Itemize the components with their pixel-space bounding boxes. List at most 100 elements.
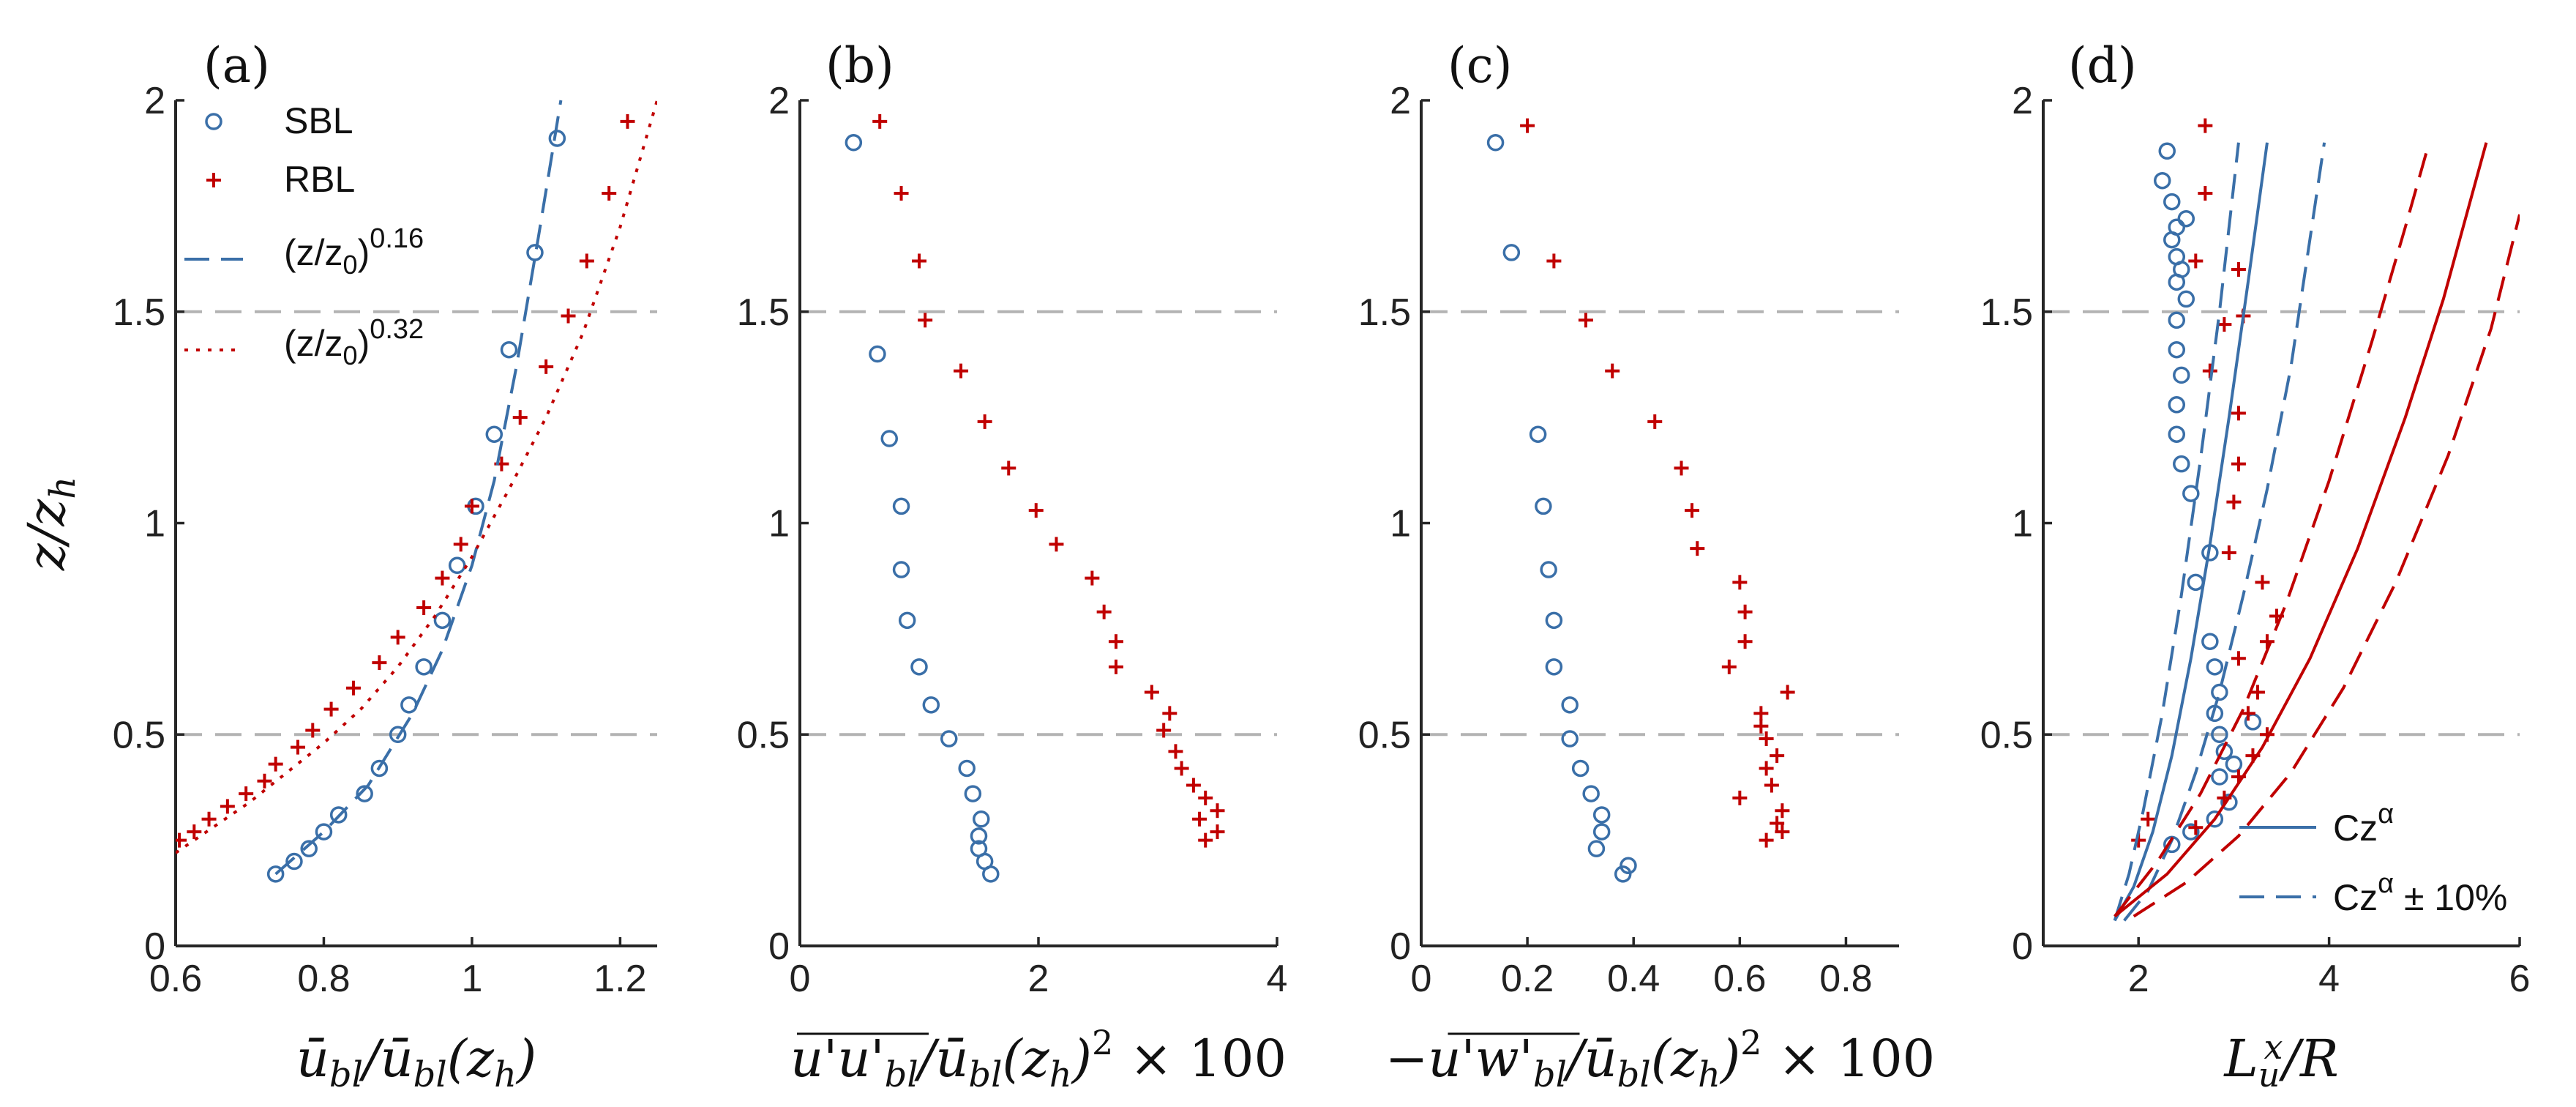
y-tick-label: 1 xyxy=(1390,503,1411,545)
y-tick-label: 0 xyxy=(2012,925,2033,968)
x-axis-title: u'u'bl/ūbl(zh)2 × 100 xyxy=(790,1023,1287,1095)
series-sbl-point xyxy=(2168,396,2186,414)
series-rbl-point xyxy=(1732,575,1748,590)
series-rbl-point xyxy=(1674,461,1689,476)
series-rbl-point xyxy=(2221,545,2236,560)
series-sbl-point xyxy=(892,561,910,578)
series-sbl-point xyxy=(2211,768,2228,786)
legend-label: RBL xyxy=(284,159,355,200)
y-tick-label: 1.5 xyxy=(113,291,165,334)
series-sbl-point xyxy=(869,345,886,363)
legend-entry: (z/z0)0.16 xyxy=(184,223,424,280)
x-tick-label: 4 xyxy=(1267,958,1288,1000)
series-rbl-point xyxy=(1174,761,1189,776)
series-rbl-point xyxy=(1578,313,1593,328)
series-sbl-point xyxy=(500,340,518,359)
legend-entry: (z/z0)0.32 xyxy=(184,314,424,370)
series-rbl-point xyxy=(1168,744,1183,759)
series-sbl-point xyxy=(2173,455,2190,473)
x-axis-title: ūbl/ūbl(zh) xyxy=(296,1029,536,1095)
series-rbl-point xyxy=(918,313,933,328)
series-sbl-point xyxy=(548,130,566,147)
panel-label: (a) xyxy=(203,37,270,94)
series-rbl-point xyxy=(2198,118,2213,133)
series-rbl-point xyxy=(2198,186,2213,201)
series--z-z0-0-32-line xyxy=(176,100,657,854)
series-sbl-point xyxy=(2154,171,2171,190)
series-rbl-point xyxy=(2240,706,2255,721)
series-rbl-point xyxy=(1759,761,1774,776)
series-sbl-point xyxy=(2187,573,2205,592)
series-rbl-point xyxy=(579,253,594,269)
series-sbl-point xyxy=(266,865,285,883)
series-rbl-point xyxy=(977,414,992,429)
x-axis-title: Lux/R xyxy=(2223,1027,2338,1095)
series-sbl-point xyxy=(285,852,303,871)
series-sbl-point xyxy=(2168,311,2186,329)
series-rbl-point xyxy=(1108,659,1123,674)
x-tick-label: 0.4 xyxy=(1607,958,1660,1000)
series-sbl-point xyxy=(958,759,976,778)
series-rbl-point xyxy=(1144,685,1159,700)
series-rbl-point xyxy=(1647,414,1663,429)
series-rbl-cz-line xyxy=(2113,142,2488,918)
series-sbl xyxy=(2154,142,2262,854)
series--z-z0-0-16-line xyxy=(274,100,563,876)
series-sbl-point xyxy=(2177,290,2195,308)
series-sbl-point xyxy=(400,696,418,714)
chart-panel-b: 0 0.5 1 1.5 2 0 2 4 (b) u'u'bl/ūbl(zh)2 × 100 xyxy=(737,37,1288,1095)
y-tick-label: 1.5 xyxy=(1980,291,2033,334)
series-sbl-point xyxy=(1502,244,1521,261)
x-tick-label: 2 xyxy=(2128,958,2149,1000)
series-rbl-point xyxy=(1737,604,1753,619)
series-rbl-point xyxy=(954,363,969,379)
series-rbl-point xyxy=(1210,824,1225,840)
y-tick-label: 0 xyxy=(144,925,165,968)
series-sbl-point xyxy=(2177,209,2195,228)
series-rbl-point xyxy=(1759,832,1774,848)
series-rbl-point xyxy=(176,832,187,848)
series-rbl-point xyxy=(268,756,283,772)
series-rbl-point xyxy=(2259,634,2274,649)
data-layer xyxy=(2113,118,2520,922)
x-tick-label: 1.2 xyxy=(594,958,646,1000)
series-rbl-point xyxy=(1770,748,1785,764)
y-tick-label: 2 xyxy=(144,80,165,122)
series-sbl-point xyxy=(892,497,910,515)
series-sbl-point xyxy=(1620,857,1637,875)
series-sbl-point xyxy=(910,658,928,676)
x-tick-label: 0.8 xyxy=(297,958,350,1000)
series-sbl xyxy=(845,134,1000,883)
series-rbl-point xyxy=(464,499,479,514)
series-rbl-point xyxy=(1096,604,1112,619)
x-axis-title: −u'w'bl/ūbl(zh)2 × 100 xyxy=(1385,1023,1935,1095)
data-layer xyxy=(845,113,1225,883)
series-sbl-point xyxy=(1540,561,1557,578)
series-rbl-point xyxy=(1780,685,1795,700)
series-sbl-point xyxy=(940,730,958,748)
series-sbl-point xyxy=(1614,865,1632,883)
series-rbl-point xyxy=(2250,685,2265,700)
series-sbl-point xyxy=(1561,730,1579,748)
series-sbl-point xyxy=(964,785,982,802)
series-sbl-point xyxy=(1486,134,1505,152)
series-rbl-point xyxy=(1605,363,1620,379)
series-sbl-point xyxy=(1545,611,1563,630)
legend-label: (z/z0)0.16 xyxy=(284,223,424,280)
legend-label: SBL xyxy=(284,100,353,141)
series-rbl xyxy=(872,113,1225,848)
y-tick-label: 1 xyxy=(768,503,790,545)
series-sbl-point xyxy=(329,806,348,824)
series-rbl xyxy=(176,113,635,848)
y-tick-label: 0 xyxy=(768,925,790,968)
y-tick-label: 1 xyxy=(144,503,165,545)
series-rbl-point xyxy=(239,786,254,802)
x-tick-label: 2 xyxy=(1028,958,1049,1000)
legend-label: Czα xyxy=(2333,799,2394,849)
panel-label: (d) xyxy=(2068,37,2137,94)
series-sbl-cz-line xyxy=(2113,142,2269,922)
series-rbl-point xyxy=(1162,706,1177,721)
series-rbl-point xyxy=(323,701,339,717)
legend-entry: Czα ± 10% xyxy=(2239,868,2507,918)
y-axis-title: z/zh xyxy=(17,477,83,571)
